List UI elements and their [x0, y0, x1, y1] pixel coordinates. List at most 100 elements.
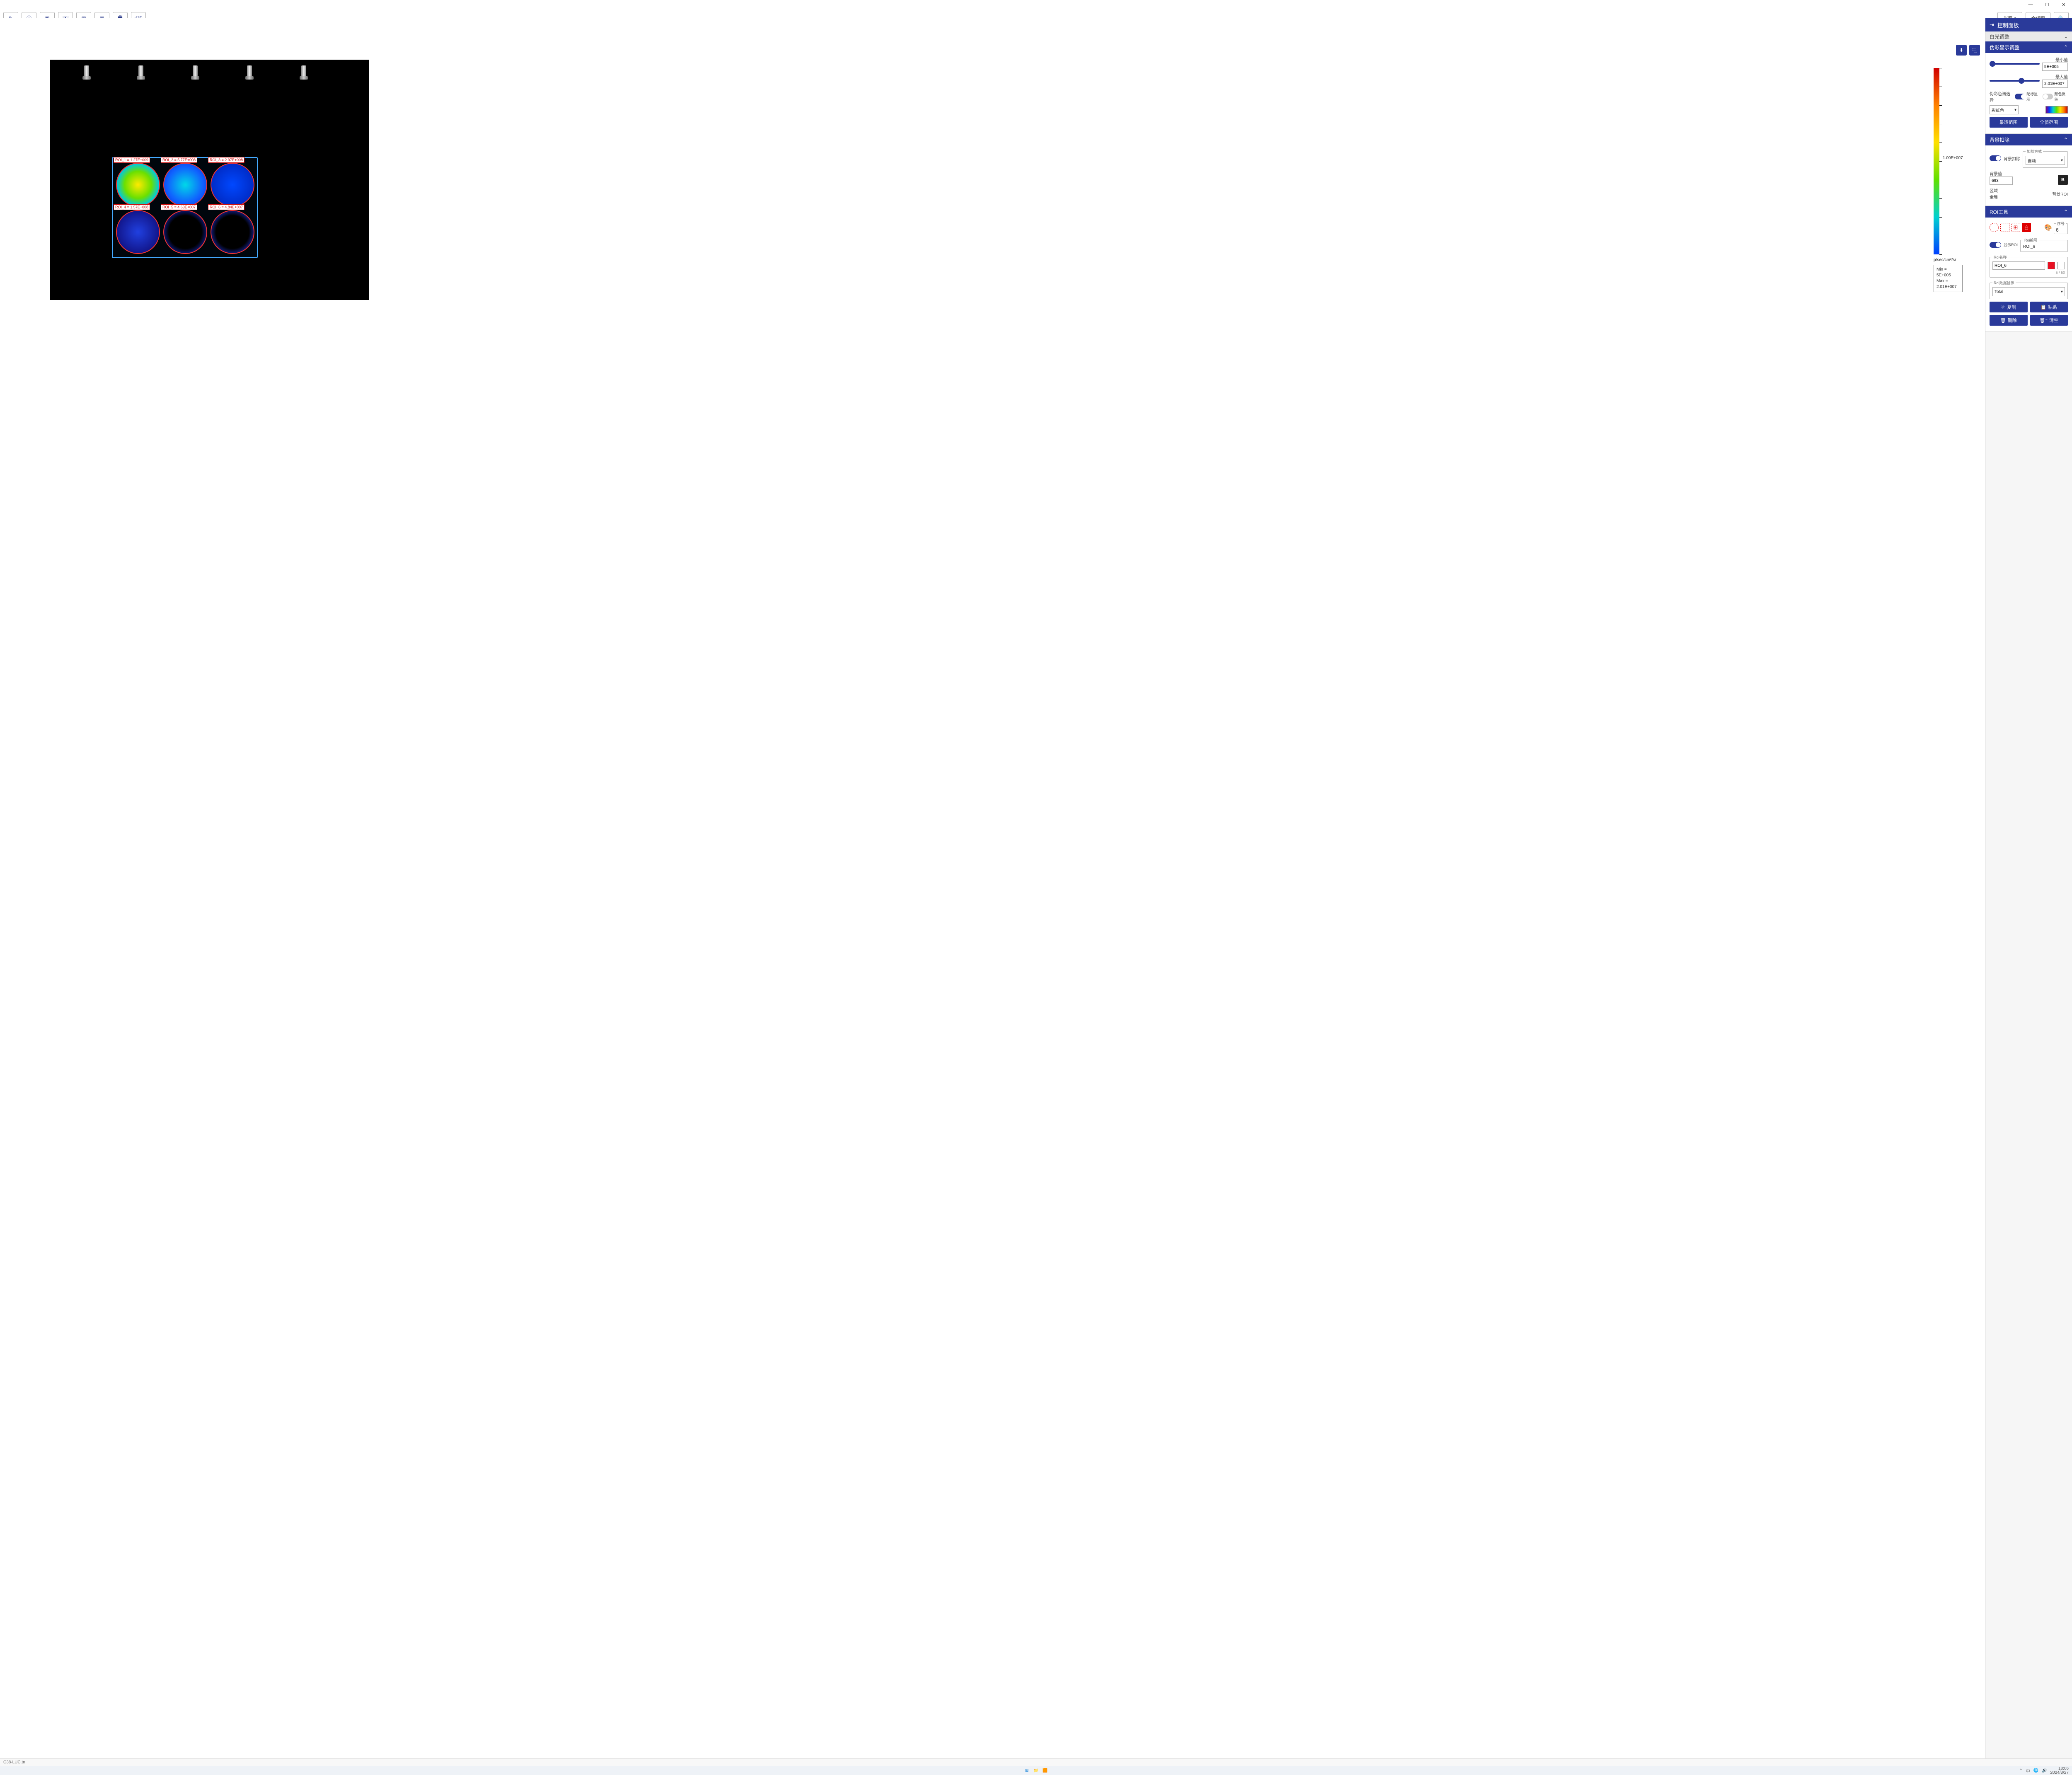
roi-name-count: 5 / 50: [1992, 271, 2065, 275]
roi-copy-button[interactable]: ⿻复制: [1990, 302, 2028, 312]
palette-select-label: 伪彩色谱选择: [1990, 90, 2012, 103]
tray-lang[interactable]: 中: [2026, 1768, 2030, 1774]
best-range-button[interactable]: 最适范围: [1990, 117, 2028, 128]
nozzle: [244, 65, 254, 82]
roi-color-swatch-2[interactable]: [2057, 262, 2065, 269]
tray-network-icon[interactable]: 🌐: [2033, 1768, 2038, 1773]
roi-code-value: ROI_6: [2023, 244, 2035, 249]
roi-code-legend: Roi编号: [2023, 237, 2039, 243]
roi-shape-circle[interactable]: [1990, 223, 1999, 232]
bg-subtract-toggle[interactable]: [1990, 155, 2001, 161]
roi-label: ROI_3 = 2.97E+008: [208, 157, 244, 163]
scale-tick: [1939, 105, 1942, 106]
window-maximize-button[interactable]: ☐: [2039, 0, 2055, 9]
roi-well[interactable]: [211, 210, 254, 254]
palette-dropdown[interactable]: 彩虹色 ▾: [1990, 105, 2019, 114]
window-minimize-button[interactable]: —: [2022, 0, 2039, 9]
roi-label: ROI_2 = 5.77E+008: [161, 157, 197, 163]
copy-image-button[interactable]: ⿻: [1969, 45, 1980, 56]
roi-name-input[interactable]: [1992, 261, 2045, 270]
bg-value-input[interactable]: [1990, 177, 2013, 185]
section-pseudocolor-header[interactable]: 伪彩显示调整 ⌃: [1985, 41, 2072, 53]
roi-data-dropdown[interactable]: Total ▾: [1992, 287, 2065, 296]
scale-tick: [1939, 217, 1942, 218]
color-scale-bar: 1.00E+007: [1934, 68, 1939, 254]
clear-icon: 🗑⁻: [2039, 318, 2048, 323]
min-value-slider[interactable]: [1990, 63, 2040, 65]
roi-clear-button[interactable]: 🗑⁻清空: [2030, 315, 2068, 326]
chevron-up-icon: ⌃: [2064, 209, 2068, 215]
chevron-down-icon: ▾: [2061, 158, 2063, 163]
roi-label: ROI_6 = 4.84E+007: [208, 204, 244, 210]
color-invert-toggle[interactable]: [2043, 94, 2053, 99]
palette-name: 彩虹色: [1992, 107, 2004, 113]
nozzle: [299, 65, 309, 82]
section-background-header[interactable]: 背景扣除 ⌃: [1985, 134, 2072, 145]
roi-label: ROI_4 = 1.57E+008: [114, 204, 150, 210]
panel-toggle-icon[interactable]: ⇥: [1990, 22, 1994, 28]
chevron-up-icon: ⌃: [2064, 44, 2068, 50]
section-roi-header[interactable]: ROI工具 ⌃: [1985, 206, 2072, 218]
control-panel: ⇥ 控制面板 白光调整 ⌄ 伪彩显示调整 ⌃ 最小值: [1985, 18, 2072, 1766]
nozzle: [136, 65, 146, 82]
roi-auto-button[interactable]: 自: [2022, 223, 2031, 232]
roi-label: ROI_1 = 1.27E+009: [114, 157, 150, 163]
section-label: 伪彩显示调整: [1990, 44, 2019, 51]
bg-b-button[interactable]: B: [2058, 175, 2068, 185]
bg-method-legend: 扣除方式: [2026, 149, 2043, 154]
section-pseudocolor: 伪彩显示调整 ⌃ 最小值 最大值: [1985, 41, 2072, 134]
roi-seq-value: 6: [2056, 227, 2059, 233]
bg-method-value: 自动: [2028, 157, 2036, 164]
scale-show-label: 配标显示: [2026, 91, 2040, 102]
section-label: ROI工具: [1990, 208, 2008, 215]
copy-icon: ⿻: [2001, 304, 2005, 310]
tray-volume-icon[interactable]: 🔊: [2042, 1768, 2047, 1773]
download-button[interactable]: ⬇: [1956, 45, 1967, 56]
roi-shape-grid[interactable]: ⊞: [2011, 223, 2020, 232]
paste-icon: 📋: [2041, 305, 2046, 310]
status-filename: C38-LUC.tn: [3, 1760, 25, 1765]
max-value-slider[interactable]: [1990, 80, 2040, 82]
copy-icon: ⿻: [1972, 47, 1977, 54]
roi-well[interactable]: [116, 163, 160, 207]
window-close-button[interactable]: ✕: [2055, 0, 2072, 9]
roi-shape-rect[interactable]: [2000, 223, 2009, 232]
tray-date: 2024/3/27: [2050, 1771, 2069, 1775]
tray-chevron-icon[interactable]: ⌃: [2019, 1768, 2022, 1773]
roi-well[interactable]: [163, 163, 207, 207]
bgval-label: 背景值: [1990, 170, 2055, 177]
roi-delete-button[interactable]: 🗑删除: [1990, 315, 2028, 326]
window-titlebar: — ☐ ✕: [0, 0, 2072, 9]
download-icon: ⬇: [1959, 47, 1963, 53]
min-value-input[interactable]: [2042, 63, 2068, 71]
nozzle: [82, 65, 92, 82]
taskbar-app-1[interactable]: 📁: [1033, 1768, 1039, 1774]
palette-icon[interactable]: 🎨: [2044, 224, 2052, 231]
max-value-input[interactable]: [2042, 80, 2068, 88]
panel-title: 控制面板: [1997, 21, 2019, 29]
full-range-button[interactable]: 全值范围: [2030, 117, 2068, 128]
roi-show-label: 显示ROI: [2004, 242, 2018, 247]
os-taskbar: ⊞ 📁 🟧 ⌃ 中 🌐 🔊 18:06 2024/3/27: [0, 1766, 2072, 1775]
roi-well[interactable]: [116, 210, 160, 254]
image-viewer[interactable]: ROI_1 = 1.27E+009 ROI_2 = 5.77E+008 ROI_3 …: [50, 60, 369, 300]
bg-method-dropdown[interactable]: 自动 ▾: [2026, 156, 2065, 165]
roi-well[interactable]: [211, 163, 254, 207]
grid-icon: ⊞: [2014, 224, 2018, 231]
scale-min-label: Min = 5E+005: [1936, 267, 1960, 278]
bg-region-label: 区域: [1990, 187, 1998, 193]
color-scale: 1.00E+007 p/sec/cm²/sr Min = 5E+005 Max …: [1934, 68, 1963, 292]
start-button[interactable]: ⊞: [1024, 1768, 1030, 1774]
taskbar-app-2[interactable]: 🟧: [1042, 1768, 1048, 1774]
roi-well[interactable]: [163, 210, 207, 254]
system-tray: ⌃ 中 🌐 🔊 18:06 2024/3/27: [2019, 1767, 2069, 1775]
scale-mid-label: 1.00E+007: [1943, 156, 1963, 160]
palette-preview: [2045, 106, 2068, 114]
roi-color-swatch[interactable]: [2048, 262, 2055, 269]
roi-name-legend: Roi名称: [1992, 254, 2008, 260]
roi-show-toggle[interactable]: [1990, 242, 2001, 248]
scale-display-toggle[interactable]: [2015, 94, 2025, 99]
section-whitelight-header[interactable]: 白光调整 ⌄: [1985, 31, 2072, 41]
scale-tick: [1939, 254, 1942, 255]
roi-paste-button[interactable]: 📋粘贴: [2030, 302, 2068, 312]
